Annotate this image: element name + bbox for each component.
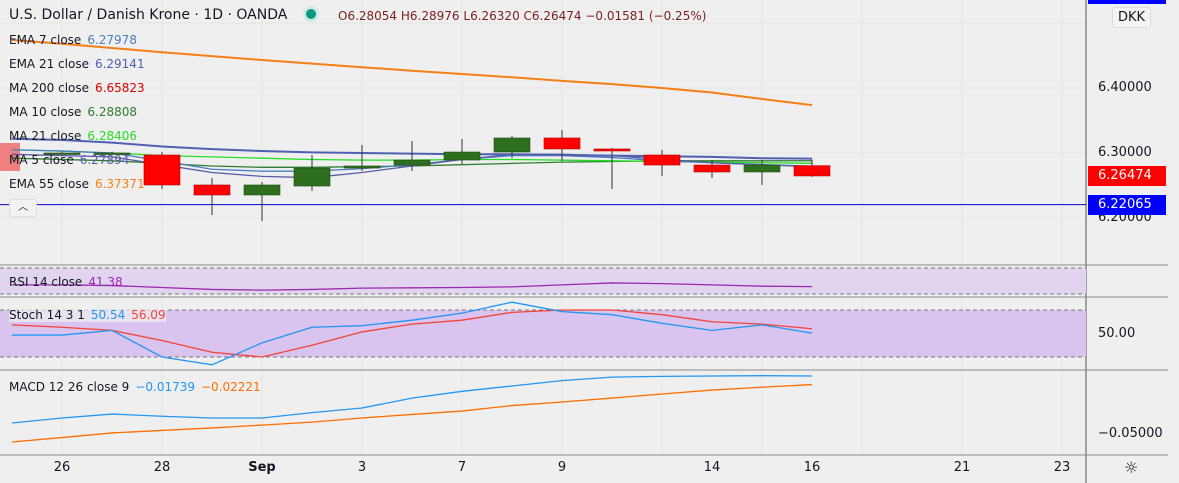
macd-signal-line	[11, 383, 813, 443]
legend-label: EMA 7 close	[9, 33, 82, 47]
bullish-candle	[343, 165, 381, 169]
macd-legend: MACD 12 26 close 9 −0.01739 −0.02221	[9, 380, 261, 394]
macd-line	[11, 375, 813, 424]
bullish-candle	[243, 184, 281, 196]
last-price-tag: 6.26474	[1088, 166, 1166, 186]
legend-value: 6.65823	[95, 81, 145, 95]
bullish-candle	[43, 152, 81, 155]
legend-item[interactable]: MA 200 close 6.65823	[9, 81, 145, 95]
bearish-candle	[643, 154, 681, 166]
legend-item[interactable]: EMA 21 close 6.29141	[9, 57, 145, 71]
time-tick: 23	[1053, 460, 1071, 475]
bullish-candle	[443, 151, 481, 161]
time-tick: 16	[803, 460, 821, 475]
bearish-candle	[593, 148, 631, 152]
symbol-title: U.S. Dollar / Danish Krone · 1D · OANDA	[9, 7, 288, 23]
price-tick: 6.40000	[1098, 80, 1152, 95]
stoch-k-value: 50.54	[90, 308, 126, 322]
legend-item[interactable]: MA 10 close 6.28808	[9, 105, 137, 119]
settings-gear-icon[interactable]: ☼	[1124, 458, 1139, 477]
bearish-candle	[193, 184, 231, 196]
stoch-k-line	[12, 301, 813, 366]
rsi-band	[0, 268, 1086, 294]
rsi-legend: RSI 14 close 41.38	[9, 275, 123, 289]
ohlc-change: −0.01581 (−0.25%)	[585, 9, 707, 23]
ohlc-readout: O6.28054 H6.28976 L6.26320 C6.26474 −0.0…	[338, 9, 706, 23]
ohlc-close: C6.26474	[523, 9, 582, 23]
ohlc-open: O6.28054	[338, 9, 398, 23]
rsi-value: 41.38	[88, 275, 123, 289]
legend-value: 6.37371	[94, 177, 145, 191]
time-tick: 28	[153, 460, 171, 475]
bearish-candle	[543, 137, 581, 150]
macd-signal-value: −0.02221	[201, 380, 261, 394]
bullish-candle	[293, 167, 331, 187]
legend-label: MA 200 close	[9, 81, 90, 95]
legend-value: 6.27894	[79, 153, 130, 167]
time-tick: 9	[557, 460, 567, 475]
bullish-candle	[93, 152, 131, 155]
stoch-label: Stoch 14 3 1	[9, 308, 85, 322]
axis-top-marker	[1088, 0, 1166, 4]
bullish-candle	[493, 137, 531, 153]
time-tick: 7	[457, 460, 467, 475]
time-tick: 26	[53, 460, 71, 475]
legend-label: MA 21 close	[9, 129, 82, 143]
stoch-d-value: 56.09	[131, 308, 166, 322]
legend-item[interactable]: MA 21 close 6.28406	[9, 129, 137, 143]
ema55-line	[11, 39, 813, 107]
bearish-candle	[693, 164, 731, 173]
market-status-dot	[306, 9, 316, 19]
price-tick: 6.30000	[1098, 145, 1152, 160]
bearish-candle	[793, 165, 831, 177]
time-tick: 21	[953, 460, 971, 475]
currency-badge[interactable]: DKK	[1112, 7, 1152, 28]
time-tick: 14	[703, 460, 721, 475]
rsi-line	[12, 282, 813, 291]
macd-value: −0.01739	[135, 380, 195, 394]
legend-item[interactable]: EMA 7 close 6.27978	[9, 33, 137, 47]
stoch-band	[0, 310, 1086, 357]
ohlc-high: H6.28976	[400, 9, 460, 23]
bullish-candle	[393, 159, 431, 166]
collapse-legend-button[interactable]: ︿	[9, 199, 37, 217]
legend-label: EMA 21 close	[9, 57, 89, 71]
legend-label: MA 10 close	[9, 105, 82, 119]
legend-label: EMA 55 close	[9, 177, 89, 191]
bullish-candle	[743, 164, 781, 173]
stoch-axis-tick: 50.00	[1098, 326, 1136, 341]
legend-value: 6.29141	[94, 57, 145, 71]
legend-item[interactable]: EMA 55 close 6.37371	[9, 177, 145, 191]
rsi-label: RSI 14 close	[9, 275, 83, 289]
macd-axis-tick: −0.05000	[1098, 426, 1163, 441]
legend-value: 6.28406	[87, 129, 137, 143]
price-axis-bg	[1086, 0, 1179, 483]
horizontal-line-price-tag: 6.22065	[1088, 195, 1166, 215]
legend-value: 6.28808	[87, 105, 137, 119]
time-tick: Sep	[248, 460, 276, 475]
time-tick: 3	[357, 460, 367, 475]
legend-value: 6.27978	[87, 33, 137, 47]
legend-item[interactable]: MA 5 close 6.27894	[9, 153, 129, 167]
ohlc-low: L6.26320	[463, 9, 520, 23]
stoch-legend: Stoch 14 3 1 50.54 56.09	[9, 308, 166, 322]
bearish-candle	[143, 154, 181, 186]
legend-label: MA 5 close	[9, 153, 74, 167]
macd-label: MACD 12 26 close 9	[9, 380, 130, 394]
stoch-d-line	[11, 309, 813, 358]
